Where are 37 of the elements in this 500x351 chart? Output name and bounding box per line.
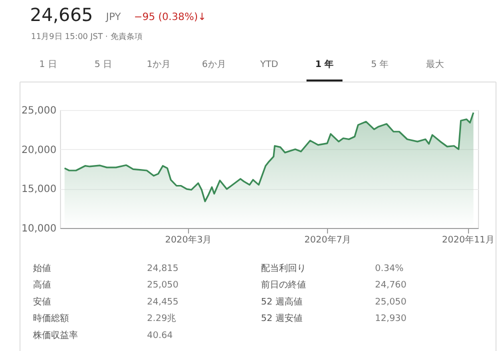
text: 40.64 [147,330,174,341]
text: 1か月 [146,60,170,70]
text: 株価収益率 [32,330,78,341]
text: 52 週安値 [261,313,302,324]
y-tick-label: 15,000 [22,184,56,196]
text: −95 (0.38%)↓ [134,12,206,23]
text: 25,050 [147,280,179,291]
text: 時価総額 [33,313,69,324]
text: 12,930 [375,314,407,324]
text: 1 年 [315,59,334,70]
y-tick-label: 25,000 [22,106,56,116]
text: 24,760 [375,280,407,291]
text: 前日の終値 [261,280,306,291]
y-tick-label: 20,000 [22,144,56,156]
text: 25,050 [375,297,407,308]
text: JPY [105,12,122,23]
text: 始値 [33,263,51,274]
text: 24,665 [30,5,93,26]
x-tick-label: 2020年11月 [442,234,494,246]
y-tick-label: 10,000 [22,224,56,234]
text: 最大 [426,59,444,70]
text: 2.29兆 [147,313,176,324]
text: 6か月 [202,60,226,70]
text: 24,815 [147,264,178,274]
text: 24,455 [147,297,178,308]
x-tick-label: 2020年7月 [304,234,352,246]
text: 5 日 [94,60,112,70]
text: 高値 [33,280,51,291]
text: 1 日 [39,60,57,70]
text: YTD [259,60,278,70]
text: 安値 [33,296,51,308]
text: 配当利回り [261,263,306,274]
text: 0.34% [375,264,404,274]
x-tick-label: 2020年3月 [165,234,212,246]
text: 52 週高値 [261,296,302,308]
text: 11月9日 15:00 JST · 免責条項 [31,32,142,41]
text: 5 年 [371,59,389,70]
